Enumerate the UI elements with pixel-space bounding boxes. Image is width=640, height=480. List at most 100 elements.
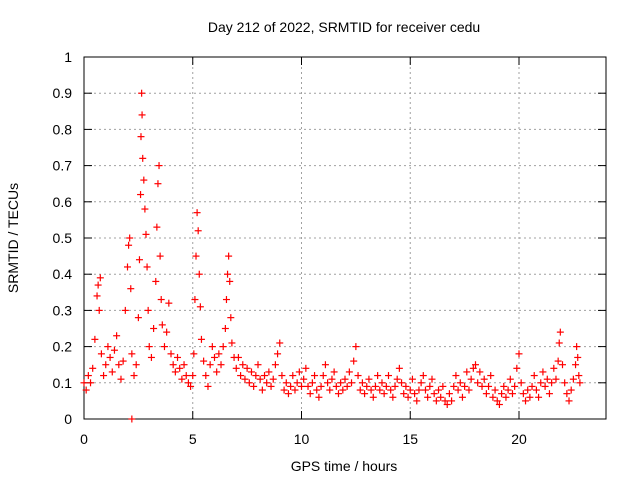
data-point xyxy=(358,379,366,387)
x-tick-label: 15 xyxy=(402,431,418,447)
data-point xyxy=(406,386,414,394)
data-point xyxy=(222,296,230,304)
data-point xyxy=(108,368,116,376)
data-point xyxy=(113,332,121,340)
data-point xyxy=(193,209,201,217)
data-point xyxy=(295,368,303,376)
data-point xyxy=(132,361,140,369)
data-point xyxy=(252,372,260,380)
data-point xyxy=(450,382,458,390)
data-point xyxy=(293,379,301,387)
data-point xyxy=(332,382,340,390)
data-point xyxy=(289,372,297,380)
data-point xyxy=(445,390,453,398)
data-point xyxy=(126,234,134,242)
y-tick-label: 0.2 xyxy=(53,339,73,355)
data-point xyxy=(263,379,271,387)
data-point xyxy=(142,230,150,238)
data-point xyxy=(506,375,514,383)
data-point xyxy=(522,397,530,405)
data-point xyxy=(141,205,149,213)
data-point xyxy=(387,386,395,394)
data-point xyxy=(443,401,451,409)
data-point xyxy=(419,372,427,380)
data-point xyxy=(541,382,549,390)
data-point xyxy=(428,375,436,383)
data-point xyxy=(424,393,432,401)
data-point xyxy=(127,285,135,293)
data-point xyxy=(313,386,321,394)
data-point xyxy=(237,372,245,380)
data-point xyxy=(171,368,179,376)
data-point xyxy=(169,361,177,369)
data-point xyxy=(532,386,540,394)
data-point xyxy=(258,386,266,394)
data-point xyxy=(97,350,105,358)
data-point xyxy=(465,386,473,394)
data-point xyxy=(274,350,282,358)
data-point xyxy=(341,375,349,383)
data-point xyxy=(467,375,475,383)
data-point xyxy=(206,361,214,369)
data-point xyxy=(543,375,551,383)
data-point xyxy=(138,111,146,119)
data-point xyxy=(130,372,138,380)
data-point xyxy=(276,339,284,347)
data-point xyxy=(174,353,182,361)
data-point xyxy=(217,361,225,369)
data-point xyxy=(269,375,277,383)
data-point xyxy=(284,390,292,398)
data-point xyxy=(441,397,449,405)
data-point xyxy=(226,277,234,285)
data-point xyxy=(393,375,401,383)
data-point xyxy=(245,379,253,387)
data-point xyxy=(524,386,532,394)
data-point xyxy=(474,379,482,387)
y-tick-label: 0.1 xyxy=(53,375,73,391)
data-point xyxy=(452,372,460,380)
data-point xyxy=(556,328,564,336)
data-point xyxy=(87,379,95,387)
chart-title: Day 212 of 2022, SRMTID for receiver ced… xyxy=(208,19,480,35)
x-axis-title: GPS time / hours xyxy=(291,458,398,474)
data-point xyxy=(202,372,210,380)
tick-labels: 00.10.20.30.40.50.60.70.80.910 5 10 15 20 xyxy=(53,49,527,447)
data-point xyxy=(513,364,521,372)
data-point xyxy=(417,379,425,387)
data-point xyxy=(265,368,273,376)
y-tick-label: 0.8 xyxy=(53,121,73,137)
data-point xyxy=(219,343,227,351)
data-point xyxy=(576,379,584,387)
data-point xyxy=(555,339,563,347)
data-point xyxy=(243,364,251,372)
data-point xyxy=(200,357,208,365)
x-tick-label: 20 xyxy=(511,431,527,447)
data-point xyxy=(389,393,397,401)
data-point xyxy=(134,314,142,322)
data-point xyxy=(189,372,197,380)
data-point xyxy=(376,386,384,394)
data-point xyxy=(154,180,162,188)
data-point xyxy=(128,415,136,423)
data-point xyxy=(102,361,110,369)
y-tick-label: 1 xyxy=(64,49,72,65)
data-point xyxy=(432,397,440,405)
data-point xyxy=(493,397,501,405)
data-point xyxy=(535,393,543,401)
data-point xyxy=(363,382,371,390)
data-point xyxy=(197,335,205,343)
data-point xyxy=(125,241,133,249)
data-point xyxy=(194,227,202,235)
data-point xyxy=(178,375,186,383)
data-point xyxy=(361,390,369,398)
data-point xyxy=(190,350,198,358)
data-point xyxy=(537,379,545,387)
data-point xyxy=(287,382,295,390)
data-point xyxy=(182,372,190,380)
data-point xyxy=(302,364,310,372)
data-point xyxy=(311,372,319,380)
y-tick-label: 0.4 xyxy=(53,266,73,282)
data-point xyxy=(215,350,223,358)
data-point xyxy=(224,270,232,278)
data-point xyxy=(491,386,499,394)
